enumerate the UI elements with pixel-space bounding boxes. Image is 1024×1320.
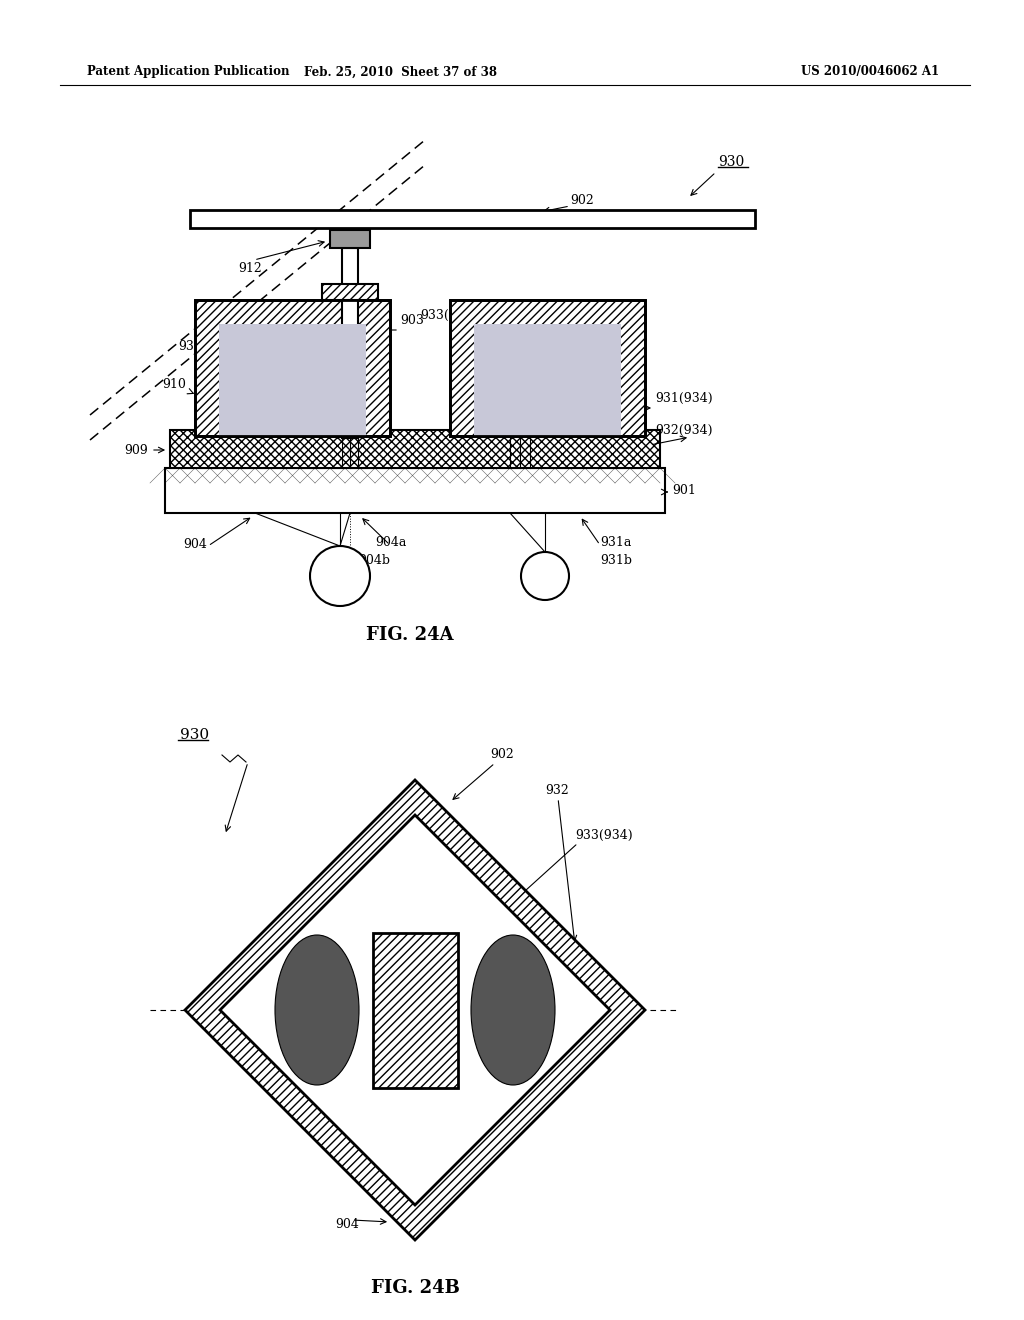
Text: 912: 912	[238, 261, 262, 275]
Bar	[450, 300, 645, 436]
Bar	[165, 469, 665, 513]
Text: 932(934): 932(934)	[178, 339, 236, 352]
Polygon shape	[220, 814, 610, 1205]
Bar	[219, 323, 366, 436]
Text: 932(934): 932(934)	[655, 424, 713, 437]
Text: 932: 932	[545, 784, 568, 796]
Bar	[170, 430, 660, 469]
Ellipse shape	[471, 935, 555, 1085]
Text: FIG. 24A: FIG. 24A	[367, 626, 454, 644]
Bar	[322, 284, 378, 300]
Text: GND: GND	[325, 569, 355, 582]
Bar	[190, 210, 755, 228]
Text: 909: 909	[124, 444, 148, 457]
Text: 931(934): 931(934)	[655, 392, 713, 404]
Text: 933(934): 933(934)	[575, 829, 633, 842]
Text: 903: 903	[400, 314, 424, 326]
Text: 930: 930	[180, 729, 209, 742]
Ellipse shape	[275, 935, 359, 1085]
Text: 931b: 931b	[600, 553, 632, 566]
Text: 901: 901	[672, 483, 696, 496]
Text: 904: 904	[183, 539, 207, 552]
Text: 904a: 904a	[375, 536, 407, 549]
Bar	[342, 248, 358, 438]
Bar	[474, 323, 621, 436]
Polygon shape	[185, 780, 645, 1239]
Text: 930: 930	[718, 154, 744, 169]
Text: 902: 902	[490, 748, 514, 762]
Text: 902: 902	[570, 194, 594, 206]
Text: 904b: 904b	[358, 554, 390, 568]
Text: US 2010/0046062 A1: US 2010/0046062 A1	[801, 66, 939, 78]
Text: 910: 910	[162, 379, 186, 392]
Bar	[195, 300, 390, 436]
Text: 904: 904	[335, 1218, 358, 1232]
Text: 931a: 931a	[600, 536, 632, 549]
Bar	[195, 300, 390, 436]
Bar	[373, 933, 458, 1088]
Text: V1: V1	[537, 569, 554, 582]
Circle shape	[310, 546, 370, 606]
Text: Patent Application Publication: Patent Application Publication	[87, 66, 290, 78]
Text: 933(934): 933(934)	[420, 309, 477, 322]
Bar	[450, 300, 645, 436]
Text: Feb. 25, 2010  Sheet 37 of 38: Feb. 25, 2010 Sheet 37 of 38	[303, 66, 497, 78]
Text: FIG. 24B: FIG. 24B	[371, 1279, 460, 1298]
Bar	[330, 230, 370, 248]
Circle shape	[521, 552, 569, 601]
